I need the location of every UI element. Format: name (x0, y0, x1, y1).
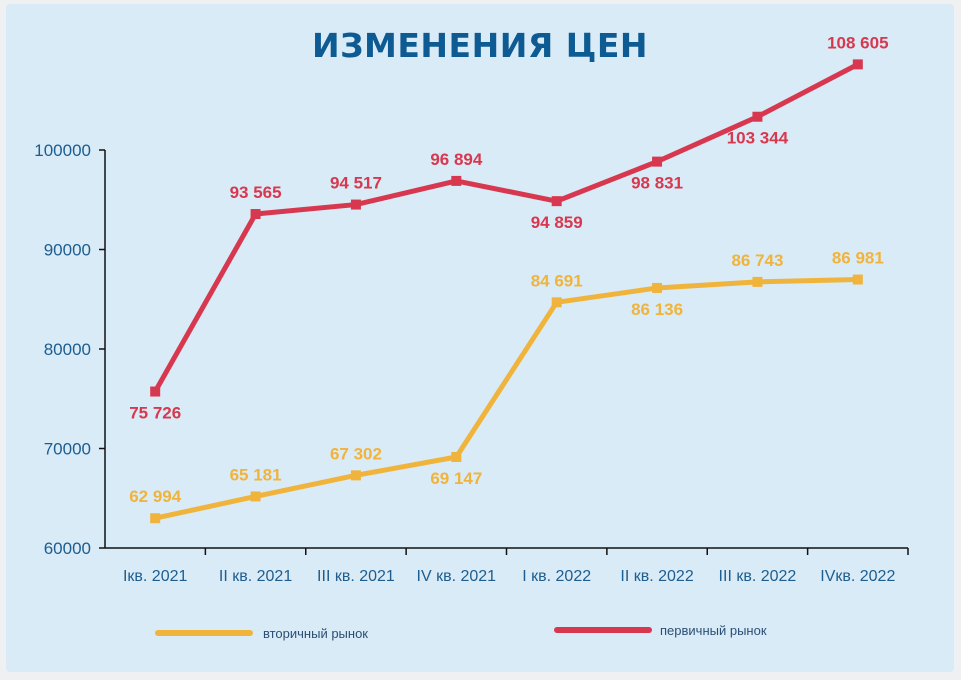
data-point (752, 276, 763, 287)
data-point (451, 451, 462, 462)
chart-frame: ИЗМЕНЕНИЯ ЦЕН 60000 70000 80000 90000 100000… (6, 4, 954, 672)
x-tick-label: III кв. 2021 (317, 568, 395, 585)
legend-label: первичный рынок (660, 623, 767, 638)
data-label: 98 831 (631, 174, 683, 193)
y-tick-label: 100000 (34, 141, 91, 160)
data-point (852, 274, 863, 285)
data-point (551, 297, 562, 308)
data-label: 65 181 (230, 465, 282, 484)
data-point (652, 282, 663, 293)
data-label: 67 302 (330, 444, 382, 463)
data-label: 96 894 (430, 150, 483, 169)
chart-title: ИЗМЕНЕНИЯ ЦЕН (311, 26, 649, 65)
x-tick-label: I кв. 2022 (522, 568, 591, 585)
x-tick-label: IV кв. 2021 (417, 568, 497, 585)
data-point (150, 513, 161, 524)
y-tick-label: 70000 (44, 440, 91, 459)
data-label: 108 605 (827, 33, 888, 52)
data-point (250, 209, 261, 220)
y-tick-label: 60000 (44, 539, 91, 558)
y-tick-label: 90000 (44, 241, 91, 260)
legend-label: вторичный рынок (263, 626, 368, 641)
data-point (250, 491, 261, 502)
data-label: 86 136 (631, 300, 683, 319)
series-line-primary (152, 61, 861, 395)
series-line-secondary (152, 277, 861, 521)
data-label: 86 743 (731, 251, 783, 270)
data-label: 93 565 (230, 183, 282, 202)
data-label: 62 994 (129, 487, 182, 506)
data-point (752, 111, 763, 122)
data-label: 84 691 (531, 271, 583, 290)
data-label: 94 517 (330, 174, 382, 193)
data-point (350, 199, 361, 210)
x-tick-label: Iкв. 2021 (123, 568, 188, 585)
y-tick-label: 80000 (44, 340, 91, 359)
data-label: 86 981 (832, 249, 884, 268)
data-point (150, 386, 161, 397)
x-tick-label: III кв. 2022 (719, 568, 797, 585)
data-point (350, 470, 361, 481)
x-tick-label: IVкв. 2022 (820, 568, 895, 585)
data-label: 94 859 (531, 213, 583, 232)
data-point (451, 175, 462, 186)
data-label: 69 147 (430, 469, 482, 488)
data-label: 75 726 (129, 404, 181, 423)
line-chart: 60000 70000 80000 90000 100000 Iкв. 2021 II кв… (34, 33, 909, 641)
data-point (551, 196, 562, 207)
data-point (652, 156, 663, 167)
x-tick-label: II кв. 2022 (620, 568, 693, 585)
data-label: 103 344 (727, 129, 789, 148)
x-tick-label: II кв. 2021 (219, 568, 292, 585)
data-point (852, 59, 863, 70)
